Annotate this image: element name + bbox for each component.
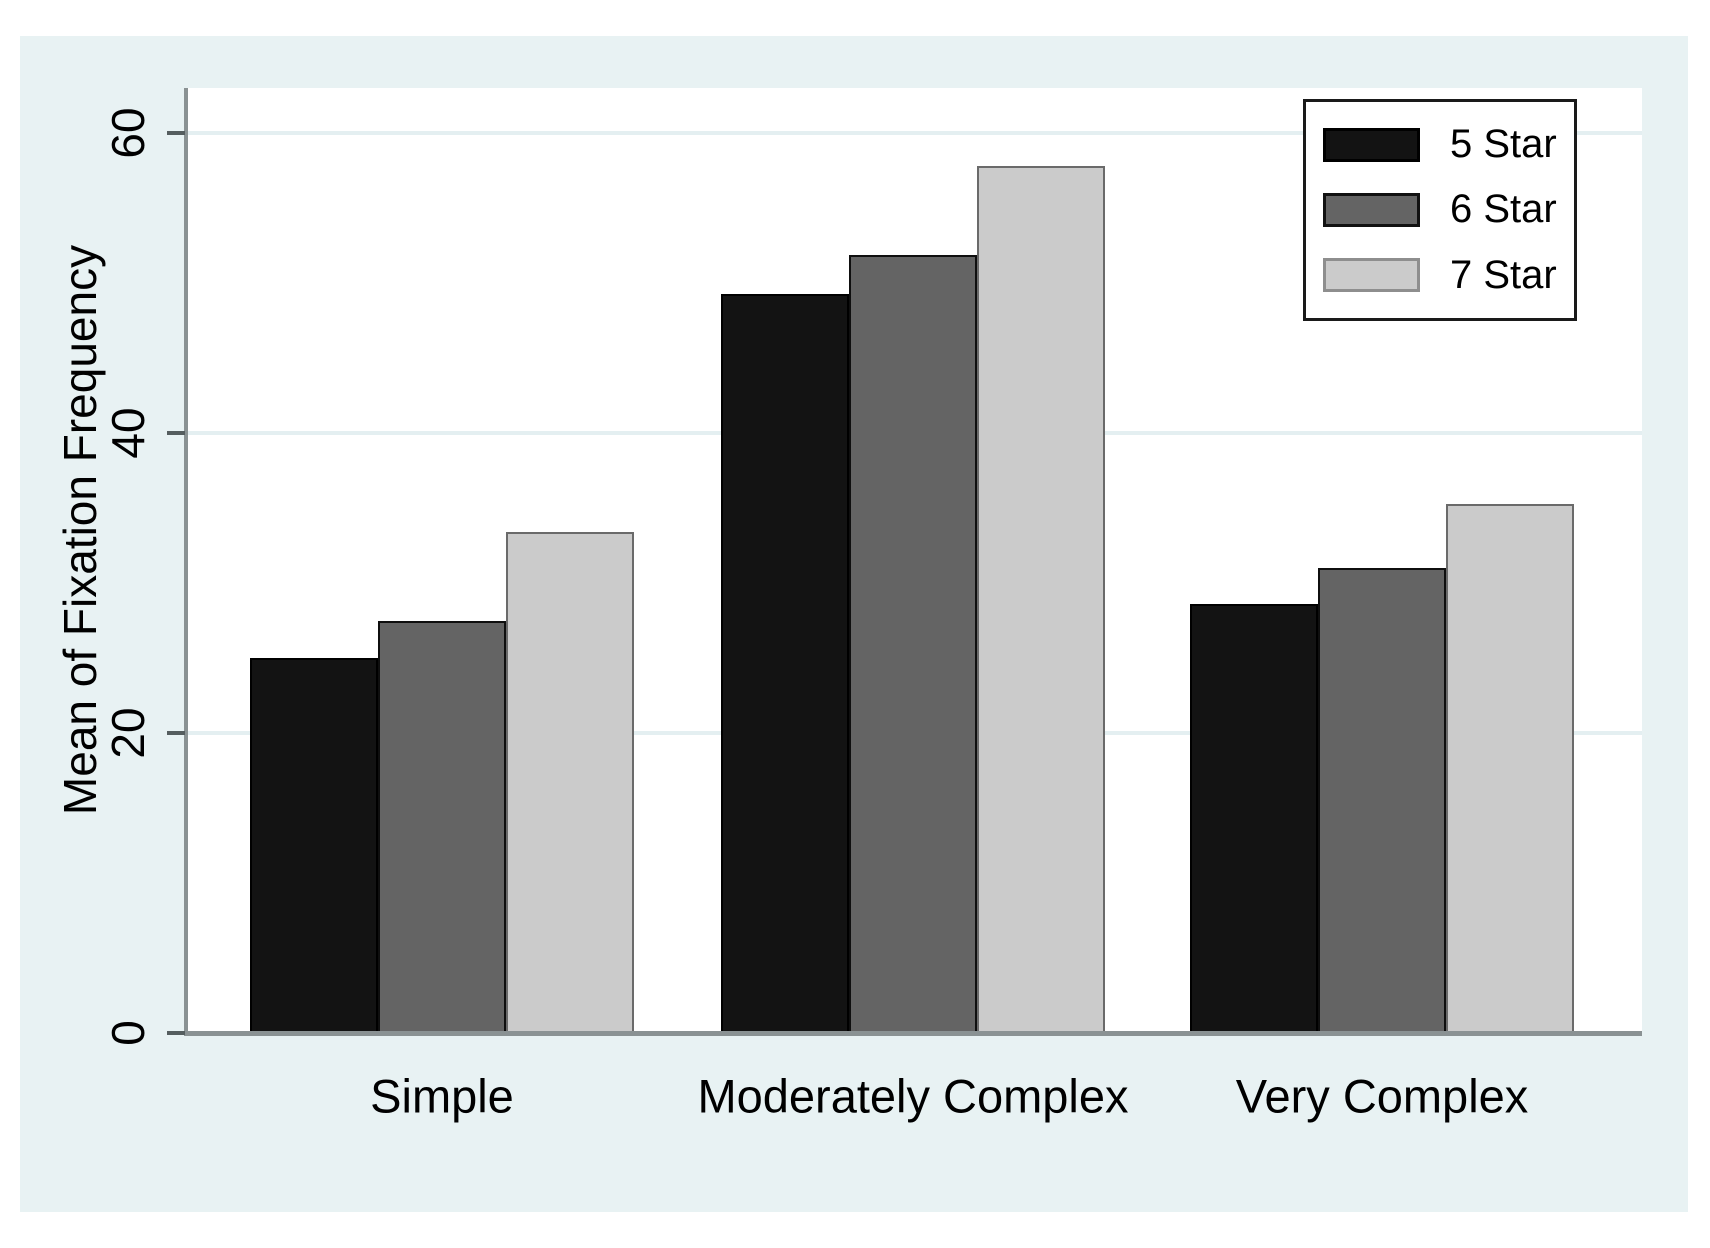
legend-swatch-5-star [1323,127,1420,162]
legend-label-5-star: 5 Star [1450,122,1557,167]
bar-5-star-simple [250,658,378,1033]
bar-5-star-very-complex [1190,604,1318,1033]
legend-label-7-star: 7 Star [1450,252,1557,297]
bar-6-star-simple [378,620,506,1033]
bar-6-star-moderately-complex [849,254,977,1033]
gridline-60 [188,131,1642,135]
y-tick-label-0: 0 [102,1020,154,1046]
y-tick-20 [167,731,185,735]
bar-7-star-simple [506,532,634,1033]
legend-item-7-star: 7 Star [1323,253,1574,298]
legend: 5 Star 6 Star 7 Star [1303,99,1577,321]
y-tick-label-20: 20 [102,707,154,759]
bar-7-star-moderately-complex [977,166,1105,1033]
legend-item-6-star: 6 Star [1323,187,1574,232]
x-category-label-very-complex: Very Complex [1235,1069,1529,1123]
x-category-label-simple: Simple [370,1069,514,1123]
bar-7-star-very-complex [1446,503,1574,1033]
x-axis-line [184,1031,1642,1036]
y-tick-0 [167,1031,185,1035]
y-tick-40 [167,431,185,435]
legend-label-6-star: 6 Star [1450,187,1557,232]
y-tick-60 [167,131,185,135]
bar-6-star-very-complex [1318,568,1446,1033]
y-tick-label-60: 60 [102,107,154,159]
y-tick-label-40: 40 [102,407,154,459]
x-category-label-moderately-complex: Moderately Complex [697,1069,1129,1123]
legend-swatch-6-star [1323,192,1420,227]
legend-swatch-7-star [1323,258,1420,293]
bar-5-star-moderately-complex [721,293,849,1033]
y-axis-title: Mean of Fixation Frequency [54,244,106,816]
y-axis-line [184,88,188,1036]
legend-item-5-star: 5 Star [1323,122,1574,167]
